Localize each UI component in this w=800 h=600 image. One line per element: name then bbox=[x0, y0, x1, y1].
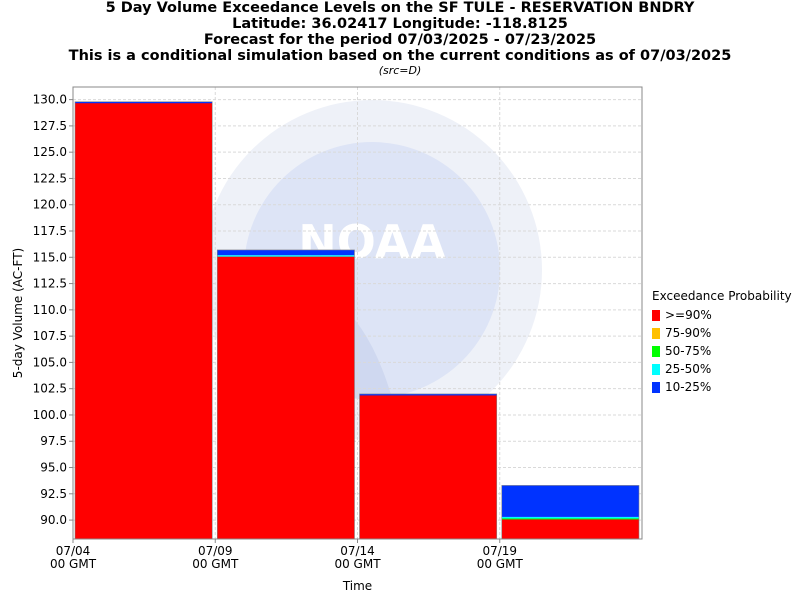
chart-legend: Exceedance Probability >=90% 75-90% 50-75%… bbox=[652, 289, 792, 396]
y-tick-label: 97.5 bbox=[40, 434, 67, 448]
chart-subtitle: (src=D) bbox=[378, 64, 422, 77]
bar-4-segment-5 bbox=[501, 485, 639, 517]
x-tick-sublabel: 00 GMT bbox=[192, 557, 239, 571]
chart-title-line-1: 5 Day Volume Exceedance Levels on the SF… bbox=[105, 0, 695, 16]
legend-label: 10-25% bbox=[665, 380, 712, 394]
legend-swatch bbox=[652, 309, 660, 321]
x-tick-label: 07/14 bbox=[340, 544, 375, 558]
legend-item: 50-75% bbox=[652, 342, 792, 360]
y-tick-label: 127.5 bbox=[33, 119, 67, 133]
legend-swatch bbox=[652, 381, 660, 393]
bar-2-segment-1 bbox=[217, 256, 355, 539]
y-tick-label: 112.5 bbox=[33, 277, 67, 291]
x-tick-label: 07/19 bbox=[482, 544, 517, 558]
legend-title: Exceedance Probability bbox=[652, 289, 792, 303]
x-tick-sublabel: 00 GMT bbox=[477, 557, 524, 571]
y-tick-label: 92.5 bbox=[40, 487, 67, 501]
y-tick-label: 100.0 bbox=[33, 408, 67, 422]
bar-4-segment-3 bbox=[501, 517, 639, 520]
chart-title-line-4: This is a conditional simulation based o… bbox=[68, 48, 732, 64]
legend-swatch bbox=[652, 327, 660, 339]
y-tick-label: 102.5 bbox=[33, 382, 67, 396]
x-tick-sublabel: 00 GMT bbox=[50, 557, 97, 571]
chart-title-line-2: Latitude: 36.02417 Longitude: -118.8125 bbox=[232, 16, 568, 32]
y-tick-label: 110.0 bbox=[33, 303, 67, 317]
y-axis-title: 5-day Volume (AC-FT) bbox=[11, 248, 25, 378]
legend-label: 50-75% bbox=[665, 344, 712, 358]
bar-1-segment-1 bbox=[75, 102, 213, 539]
legend-swatch bbox=[652, 345, 660, 357]
chart-titles: 5 Day Volume Exceedance Levels on the SF… bbox=[0, 0, 800, 78]
y-tick-label: 120.0 bbox=[33, 198, 67, 212]
chart-title-line-3: Forecast for the period 07/03/2025 - 07/… bbox=[203, 32, 597, 48]
x-tick-label: 07/04 bbox=[56, 544, 91, 558]
bar-2-segment-5 bbox=[217, 249, 355, 256]
y-tick-label: 130.0 bbox=[33, 93, 67, 107]
legend-item: 10-25% bbox=[652, 378, 792, 396]
y-tick-label: 117.5 bbox=[33, 224, 67, 238]
legend-label: >=90% bbox=[665, 308, 712, 322]
x-tick-label: 07/09 bbox=[198, 544, 233, 558]
bar-3-segment-1 bbox=[359, 394, 497, 539]
y-tick-label: 95.0 bbox=[40, 461, 67, 475]
legend-swatch bbox=[652, 363, 660, 375]
y-tick-label: 107.5 bbox=[33, 329, 67, 343]
legend-label: 25-50% bbox=[665, 362, 712, 376]
y-tick-label: 122.5 bbox=[33, 171, 67, 185]
bar-3-segment-5 bbox=[359, 393, 497, 396]
y-tick-label: 125.0 bbox=[33, 145, 67, 159]
x-axis-title: Time bbox=[342, 579, 372, 593]
legend-label: 75-90% bbox=[665, 326, 712, 340]
x-tick-sublabel: 00 GMT bbox=[334, 557, 381, 571]
bar-4-segment-1 bbox=[501, 519, 639, 539]
y-tick-label: 115.0 bbox=[33, 250, 67, 264]
legend-item: 25-50% bbox=[652, 360, 792, 378]
legend-item: 75-90% bbox=[652, 324, 792, 342]
bar-1-segment-5 bbox=[75, 101, 213, 104]
y-tick-label: 105.0 bbox=[33, 355, 67, 369]
y-tick-label: 90.0 bbox=[40, 513, 67, 527]
legend-item: >=90% bbox=[652, 306, 792, 324]
legend-items: >=90% 75-90% 50-75% 25-50% 10-25% bbox=[652, 306, 792, 396]
bar-2-segment-4 bbox=[217, 255, 355, 257]
bar-4-segment-4 bbox=[501, 516, 639, 519]
